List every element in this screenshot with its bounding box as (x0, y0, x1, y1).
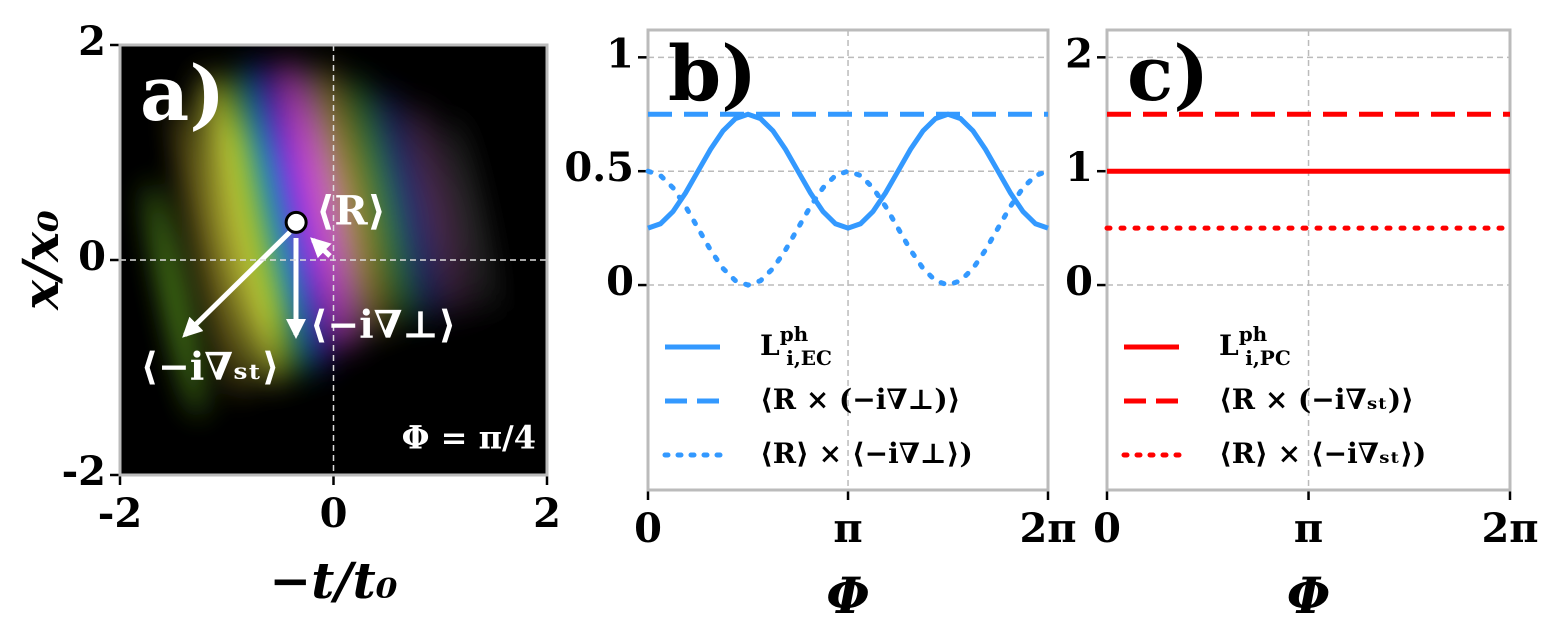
y-axis-label: x/x₀ (11, 210, 70, 311)
series-line (647, 111, 1049, 231)
legend-label: ⟨R⟩ × ⟨−i∇⊥⟩) (760, 437, 973, 470)
y-tick-label: 2 (78, 18, 106, 65)
x-tick-label: 2 (533, 490, 561, 537)
legend-label: Lph i,PC (1219, 322, 1291, 370)
annotation: ⟨−i∇ₛₜ⟩ (141, 344, 280, 389)
axes-frame (646, 28, 1050, 492)
y-tick-label: 1 (606, 30, 634, 77)
x-tick-label: π (833, 505, 862, 552)
legend-name: L (760, 329, 780, 362)
series-line (645, 168, 1051, 288)
legend-label: Lph i,EC (760, 322, 832, 370)
y-tick-label: 0 (1065, 258, 1093, 305)
annotation: ⟨−i∇⊥⟩ (310, 302, 456, 347)
y-tick-label: 1 (1065, 144, 1093, 191)
x-tick-label: 2π (1481, 505, 1538, 552)
legend-name: ⟨R⟩ × ⟨−i∇ₛₜ⟩) (1219, 437, 1426, 470)
annotation: Φ = π/4 (402, 419, 536, 457)
legend-sup: ph (1239, 322, 1268, 346)
x-tick-label: 0 (320, 490, 348, 537)
legend-label: ⟨R × (−i∇ₛₜ)⟩ (1219, 383, 1414, 416)
x-axis-label: −t/t₀ (269, 551, 397, 610)
x-tick-label: π (1294, 505, 1323, 552)
arrows (182, 230, 332, 339)
x-tick-label: 2π (1019, 505, 1076, 552)
legend-label: ⟨R × (−i∇⊥)⟩ (760, 383, 960, 416)
legend-name: ⟨R⟩ × ⟨−i∇⊥⟩) (760, 437, 973, 470)
x-tick-label: 0 (634, 505, 662, 552)
x-tick-label: 0 (1093, 505, 1121, 552)
axes-frame (118, 43, 549, 477)
legend-label: ⟨R⟩ × ⟨−i∇ₛₜ⟩) (1219, 437, 1426, 470)
panel-label: b) (668, 29, 757, 118)
legend-name: ⟨R × (−i∇⊥)⟩ (760, 383, 960, 416)
panel-label: c) (1127, 29, 1209, 118)
legend-sub: i,EC (786, 346, 832, 370)
y-tick-label: 2 (1065, 30, 1093, 77)
y-tick-label: 0 (78, 233, 106, 280)
x-axis-label: Φ (1287, 566, 1331, 618)
x-tick-label: -2 (98, 490, 142, 537)
y-tick-label: 0 (606, 258, 634, 305)
legend-name: ⟨R × (−i∇ₛₜ)⟩ (1219, 383, 1414, 416)
legend-sup: ph (780, 322, 809, 346)
y-tick-label: -2 (62, 448, 106, 495)
axes-frame (1105, 28, 1512, 492)
legend-sub: i,PC (1245, 346, 1291, 370)
marker-label: ⟨R⟩ (316, 187, 386, 234)
panel-label: a) (140, 49, 225, 138)
legend-name: L (1219, 329, 1239, 362)
y-tick-label: 0.5 (564, 144, 634, 191)
x-axis-label: Φ (826, 566, 870, 618)
position-marker (284, 210, 308, 234)
